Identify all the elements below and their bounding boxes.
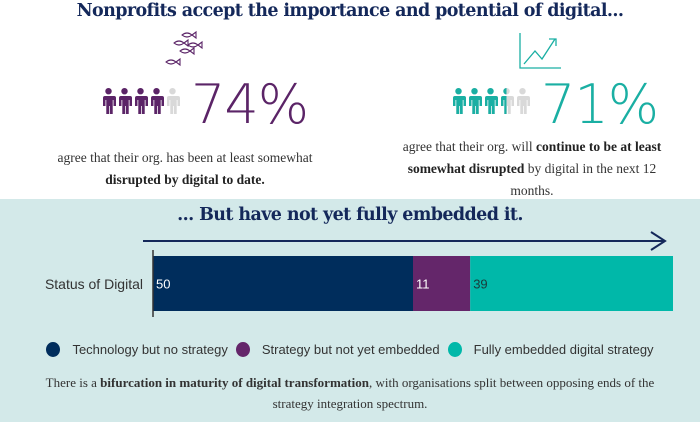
legend-label: Technology but no strategy: [72, 342, 228, 357]
stat-value-disrupted: 74%: [191, 73, 309, 136]
bar-data-label: 11: [416, 277, 430, 292]
fish-school-icon: [165, 30, 203, 67]
people-graphic-right: [451, 88, 530, 114]
legend-item: Technology but no strategy: [46, 342, 228, 357]
person-icon-empty: [517, 88, 530, 114]
footer-plain-1: There is a: [45, 375, 101, 390]
bar-data-label: 50: [156, 277, 170, 292]
footer-note: There is a bifurcation in maturity of di…: [30, 372, 670, 414]
bar-segment-3: [470, 256, 673, 311]
person-icon-filled: [501, 88, 514, 114]
page-title: Nonprofits accept the importance and pot…: [76, 1, 624, 21]
stat-value-continue: 71%: [541, 73, 659, 136]
legend-label: Fully embedded digital strategy: [473, 342, 654, 357]
legend-item: Strategy but not yet embedded: [235, 342, 440, 357]
trend-chart-icon: [519, 33, 561, 69]
legend-swatch-icon: [46, 342, 61, 357]
caption-plain-1: agree that their org. will: [402, 139, 536, 154]
bar-data-label: 39: [473, 277, 487, 292]
legend-item: Fully embedded digital strategy: [447, 342, 654, 357]
legend-swatch-icon: [447, 342, 462, 357]
person-icon-filled: [469, 88, 482, 114]
legend-label: Strategy but not yet embedded: [261, 342, 440, 357]
section-title: ... But have not yet fully embedded it.: [177, 205, 523, 225]
category-label: Status of Digital: [44, 276, 143, 292]
caption-bold: disrupted by digital to date.: [105, 172, 265, 187]
person-icon-filled: [485, 88, 498, 114]
person-icon-filled: [119, 88, 132, 114]
legend-swatch-icon: [235, 342, 250, 357]
legend: Technology but no strategy Strategy but n…: [0, 342, 700, 357]
person-icon-filled: [135, 88, 148, 114]
bar-segment-1: [153, 256, 413, 311]
person-icon-filled: [103, 88, 116, 114]
stat-caption-continue: agree that their org. will continue to b…: [393, 136, 671, 202]
footer-bold: bifurcation in maturity of digital trans…: [100, 375, 369, 390]
stat-caption-disrupted: agree that their org. has been at least …: [40, 147, 330, 191]
people-graphic-left: [101, 88, 180, 114]
caption-plain: agree that their org. has been at least …: [57, 150, 313, 165]
spectrum-arrow: [143, 231, 667, 251]
caption-bold: continue to be at least somewhat disrupt…: [407, 139, 662, 176]
person-icon-empty: [167, 88, 180, 114]
person-icon-filled: [151, 88, 164, 114]
bar-segment-2: [413, 256, 471, 311]
person-icon-filled: [453, 88, 466, 114]
caption-plain-2: by digital in the next 12 months.: [510, 161, 657, 198]
footer-plain-2: , with organisations split between oppos…: [272, 375, 655, 411]
